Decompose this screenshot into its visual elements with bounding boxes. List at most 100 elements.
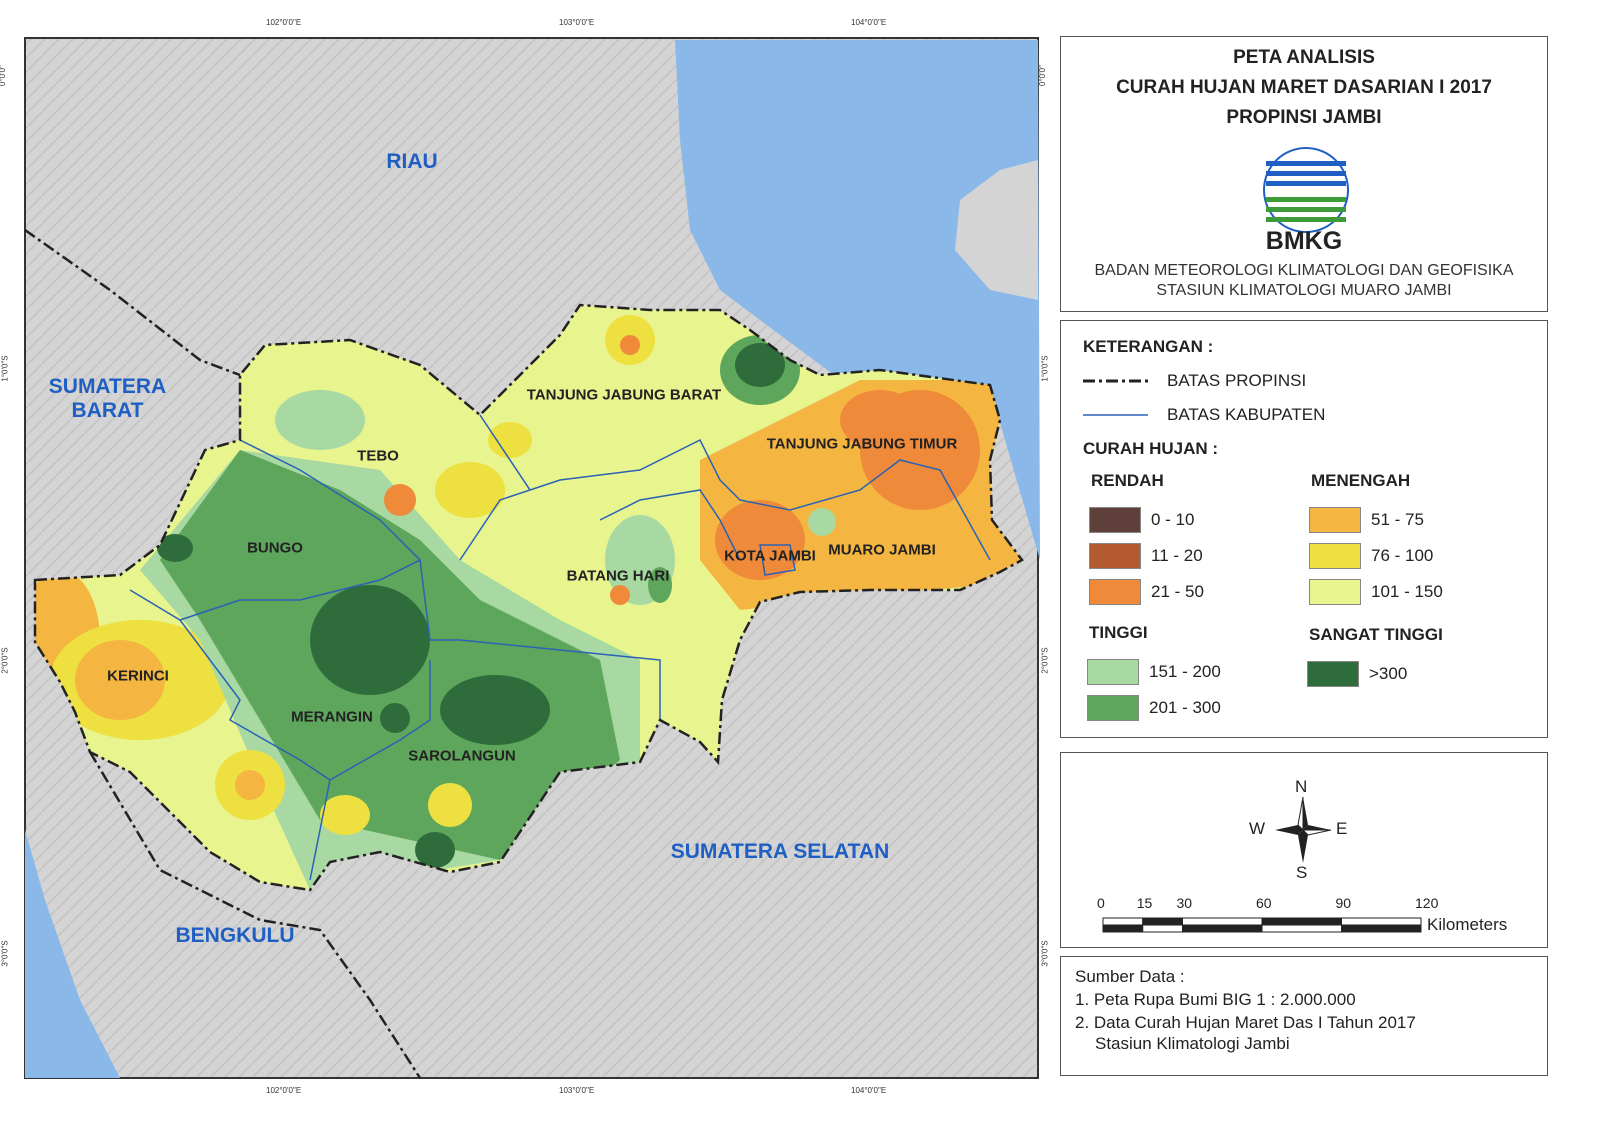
district-label: KOTA JAMBI <box>724 547 816 565</box>
legend: KETERANGAN : BATAS PROPINSI BATAS KABUPA… <box>1060 320 1548 738</box>
region-label: RIAU <box>386 150 438 173</box>
district-boundaries <box>129 414 991 881</box>
lon-label: 102°0'0"E <box>266 1086 302 1095</box>
island <box>955 160 1038 300</box>
scale-segment <box>1341 924 1422 933</box>
scale-segment <box>1261 924 1342 933</box>
legend-swatch <box>1307 661 1359 687</box>
legend-label: 76 - 100 <box>1371 546 1434 565</box>
compass-w: W <box>1249 819 1266 838</box>
legend-group: SANGAT TINGGI <box>1309 625 1443 644</box>
district-label: BATANG HARI <box>566 567 670 585</box>
scale-segment <box>1102 924 1144 933</box>
legend-swatch <box>1309 507 1361 533</box>
district-label: SAROLANGUN <box>408 747 516 765</box>
lon-label: 104°0'0"E <box>851 18 887 27</box>
compass-s: S <box>1296 863 1308 882</box>
scale-bar <box>1102 917 1422 933</box>
lon-label: 103°0'0"E <box>559 1086 595 1095</box>
title-box: PETA ANALISIS CURAH HUJAN MARET DASARIAN… <box>1060 36 1548 312</box>
scale-segment <box>1142 917 1183 926</box>
legend-group: RENDAH <box>1091 471 1164 490</box>
agency: STASIUN KLIMATOLOGI MUARO JAMBI <box>1156 282 1452 299</box>
scale-segment <box>1182 924 1263 933</box>
title: PETA ANALISIS <box>1233 47 1375 68</box>
compass-n: N <box>1295 777 1308 796</box>
legend-boundary: BATAS PROPINSI <box>1167 371 1307 390</box>
lon-label: 104°0'0"E <box>851 1086 887 1095</box>
scale-segment <box>1341 917 1422 926</box>
scale-segment <box>1102 917 1144 926</box>
agency: BADAN METEOROLOGI KLIMATOLOGI DAN GEOFIS… <box>1094 262 1514 279</box>
sea <box>675 40 1040 560</box>
scale-label: 0 <box>1097 895 1105 911</box>
scale-unit: Kilometers <box>1427 915 1508 934</box>
lat-label: 1°0'0"S <box>0 355 10 382</box>
legend-swatch <box>1309 579 1361 605</box>
logo-text: BMKG <box>1265 227 1343 255</box>
scale-segment <box>1182 917 1263 926</box>
district-label: TANJUNG JABUNG TIMUR <box>766 435 958 453</box>
district-label: TANJUNG JABUNG BARAT <box>526 386 722 404</box>
scale-label: 15 <box>1136 895 1153 911</box>
district-label: MERANGIN <box>291 708 373 726</box>
region-label: SUMATERA SELATAN <box>670 840 890 863</box>
source-line: 1. Peta Rupa Bumi BIG 1 : 2.000.000 <box>1075 990 1356 1009</box>
district-label: KERINCI <box>107 667 169 685</box>
legend-label: 51 - 75 <box>1371 510 1424 529</box>
scale-label: 120 <box>1415 895 1439 911</box>
scale-label: 90 <box>1335 895 1352 911</box>
legend-label: 151 - 200 <box>1149 662 1221 681</box>
legend-swatch <box>1089 507 1141 533</box>
lon-label: 103°0'0"E <box>559 18 595 27</box>
legend-lines <box>1083 379 1148 416</box>
title: CURAH HUJAN MARET DASARIAN I 2017 <box>1116 77 1492 98</box>
legend-label: 201 - 300 <box>1149 698 1221 717</box>
region-label: BENGKULU <box>175 924 295 947</box>
scale-label: 30 <box>1176 895 1193 911</box>
legend-title: KETERANGAN : <box>1083 337 1214 356</box>
lon-label: 102°0'0"E <box>266 18 302 27</box>
legend-label: 21 - 50 <box>1151 582 1204 601</box>
compass-e: E <box>1336 819 1348 838</box>
lat-label: 2°0'0"S <box>1040 647 1050 674</box>
lat-label: 3°0'0"S <box>0 940 10 967</box>
region-label: SUMATERA BARAT <box>48 375 167 422</box>
logo <box>1263 147 1349 233</box>
title: PROPINSI JAMBI <box>1226 107 1382 128</box>
source-box: Sumber Data : 1. Peta Rupa Bumi BIG 1 : … <box>1060 956 1548 1076</box>
lat-label: 2°0'0"S <box>0 647 10 674</box>
legend-group: MENENGAH <box>1311 471 1411 490</box>
legend-boundary: BATAS KABUPATEN <box>1167 405 1326 424</box>
scale-label: 60 <box>1256 895 1272 911</box>
legend-label: 11 - 20 <box>1151 546 1203 565</box>
source-line: Stasiun Klimatologi Jambi <box>1095 1034 1290 1053</box>
legend-swatch <box>1089 543 1141 569</box>
legend-swatch <box>1309 543 1361 569</box>
sea <box>25 830 120 1078</box>
legend-label: 0 - 10 <box>1151 510 1195 529</box>
scale-segment <box>1261 917 1342 926</box>
source-title: Sumber Data : <box>1075 967 1185 986</box>
legend-label: 101 - 150 <box>1371 582 1443 601</box>
legend-subtitle: CURAH HUJAN : <box>1083 439 1219 458</box>
scale-segment <box>1142 924 1183 933</box>
lat-label: 1°0'0"S <box>1040 355 1050 382</box>
compass <box>1275 796 1332 863</box>
legend-swatch <box>1087 659 1139 685</box>
province-boundary <box>24 228 241 377</box>
lat-label: 3°0'0"S <box>1040 940 1050 967</box>
district-label: BUNGO <box>247 539 303 557</box>
district-label: TEBO <box>357 447 399 465</box>
legend-swatch <box>1087 695 1139 721</box>
compass-scale-box: N W E S 0 15 30 60 90 120 Kilometers <box>1060 752 1548 948</box>
legend-group: TINGGI <box>1089 623 1148 642</box>
lat-label: 0°0'0" <box>1037 65 1047 86</box>
district-label: MUARO JAMBI <box>828 541 936 559</box>
legend-label: >300 <box>1369 664 1408 683</box>
lat-label: 0°0'0" <box>0 65 7 86</box>
source-line: 2. Data Curah Hujan Maret Das I Tahun 20… <box>1075 1013 1416 1032</box>
legend-swatch <box>1089 579 1141 605</box>
